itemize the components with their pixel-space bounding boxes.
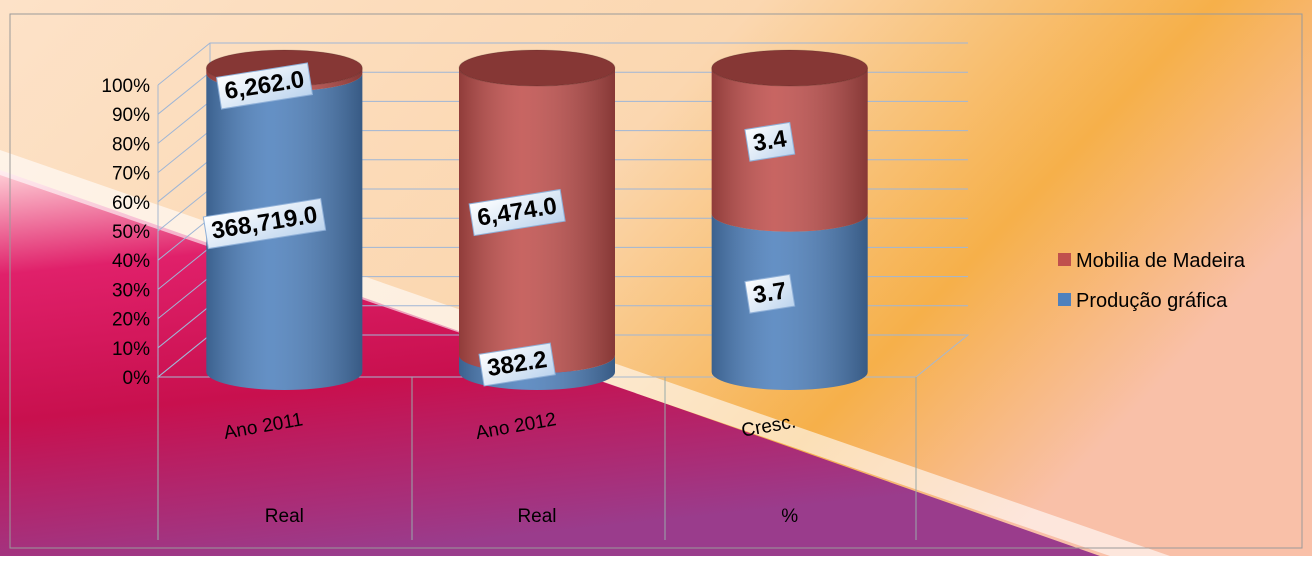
y-tick-label: 50% bbox=[112, 222, 150, 243]
y-tick-label: 20% bbox=[112, 310, 150, 331]
x-subcategory-label: Real bbox=[517, 506, 556, 527]
cylinder-top bbox=[711, 49, 869, 87]
data-label-box bbox=[215, 62, 314, 110]
data-label-box bbox=[202, 197, 327, 250]
y-tick-label: 10% bbox=[112, 339, 150, 360]
grid-line bbox=[157, 42, 968, 86]
y-tick-label: 70% bbox=[112, 164, 150, 185]
y-tick-label: 100% bbox=[101, 76, 150, 97]
y-tick-label: 0% bbox=[123, 368, 151, 389]
cylinder-top bbox=[458, 49, 616, 87]
data-label-box bbox=[478, 342, 556, 387]
data-label-box bbox=[468, 188, 566, 237]
y-tick-label: 90% bbox=[112, 105, 150, 126]
data-label: 3.7 bbox=[744, 273, 796, 314]
y-tick-label: 60% bbox=[112, 193, 150, 214]
data-label-box bbox=[744, 273, 796, 314]
legend-label: Mobilia de Madeira bbox=[1076, 250, 1246, 272]
y-tick-label: 30% bbox=[112, 280, 150, 301]
legend-swatch bbox=[1058, 253, 1071, 266]
data-label: 382.2 bbox=[478, 342, 556, 387]
legend-swatch bbox=[1058, 293, 1071, 306]
x-subcategory-label: Real bbox=[265, 506, 304, 527]
data-label-text: 3.7 bbox=[751, 277, 788, 309]
y-tick-label: 80% bbox=[112, 134, 150, 155]
legend-label: Produção gráfica bbox=[1076, 290, 1228, 312]
data-label-text: 3.4 bbox=[751, 125, 789, 157]
x-subcategory-label: % bbox=[781, 506, 798, 527]
cylinder-top-shade bbox=[459, 50, 615, 86]
cylinder-top-shade bbox=[711, 50, 868, 86]
data-label-box bbox=[744, 121, 796, 162]
chart-border bbox=[9, 13, 1303, 549]
data-label: 3.4 bbox=[744, 121, 796, 162]
y-tick-label: 40% bbox=[112, 251, 150, 272]
